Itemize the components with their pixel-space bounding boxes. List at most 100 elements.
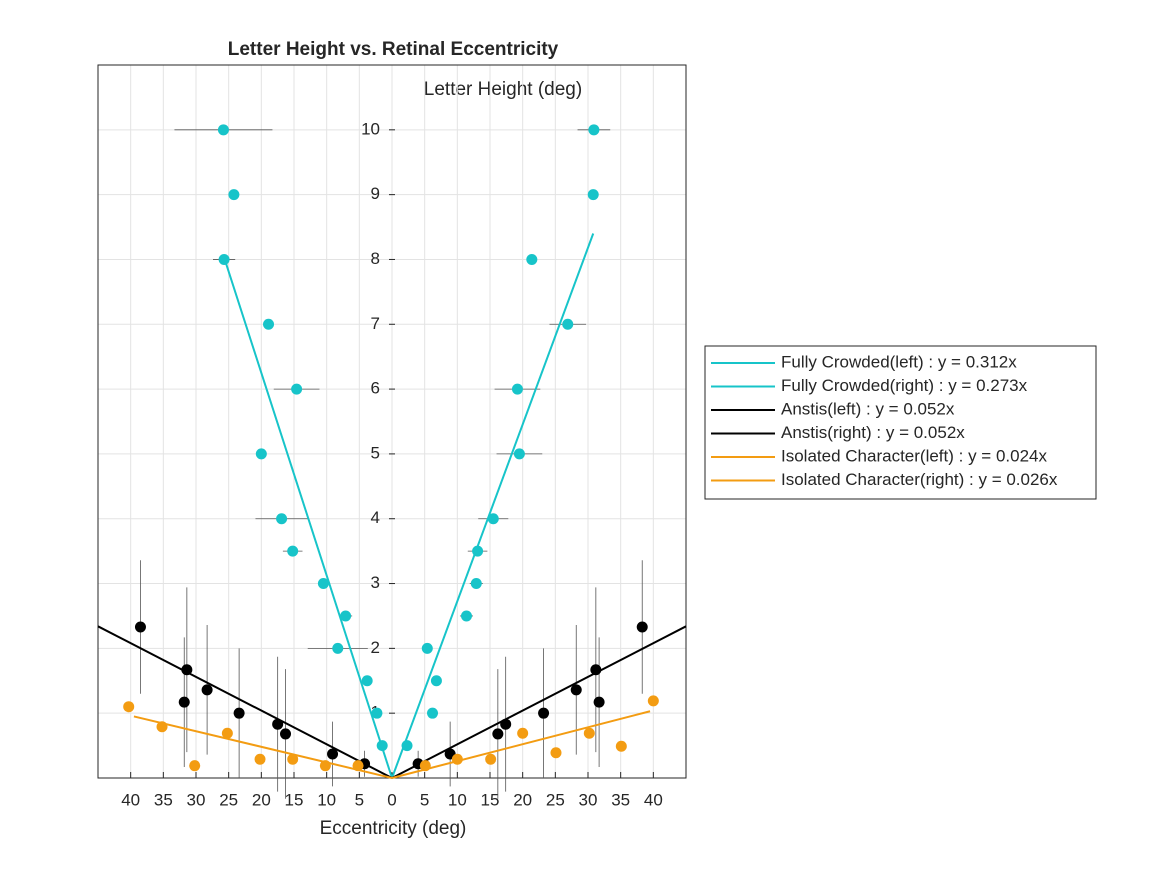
x-tick-label: 5	[420, 790, 429, 809]
data-point	[593, 696, 605, 708]
legend-label: Isolated Character(left) : y = 0.024x	[781, 446, 1047, 465]
data-point	[615, 740, 627, 752]
data-point	[217, 124, 229, 136]
data-point	[255, 448, 267, 460]
data-point	[526, 253, 538, 265]
fit-line	[391, 625, 687, 779]
data-point	[361, 675, 373, 687]
data-point	[233, 707, 245, 719]
data-point	[538, 707, 550, 719]
y-tick-label: 8	[371, 249, 380, 268]
data-point	[427, 707, 439, 719]
x-tick-label: 5	[355, 790, 364, 809]
data-point	[276, 513, 288, 525]
data-point	[485, 753, 497, 765]
x-tick-label: 30	[187, 790, 206, 809]
data-point	[228, 189, 240, 201]
data-point	[492, 728, 504, 740]
data-point	[451, 753, 463, 765]
data-point	[460, 610, 472, 622]
x-tick-label: 20	[252, 790, 271, 809]
x-tick-label: 40	[121, 790, 140, 809]
data-point	[123, 701, 135, 713]
y-tick-label: 5	[371, 443, 380, 462]
data-point	[513, 448, 525, 460]
data-point	[371, 707, 383, 719]
legend-label: Fully Crowded(left) : y = 0.312x	[781, 352, 1017, 371]
x-tick-label: 0	[387, 790, 396, 809]
x-tick-label: 20	[513, 790, 532, 809]
data-point	[430, 675, 442, 687]
y-tick-label: 7	[371, 314, 380, 333]
data-point	[500, 718, 512, 730]
fit-line	[391, 710, 651, 779]
data-point	[178, 696, 190, 708]
data-point	[352, 760, 364, 772]
data-point	[280, 728, 292, 740]
data-point	[511, 383, 523, 395]
data-point	[590, 664, 602, 676]
data-point	[134, 621, 146, 633]
data-point	[570, 684, 582, 696]
data-point	[470, 578, 482, 590]
y-tick-label: 2	[371, 638, 380, 657]
x-axis-label: Eccentricity (deg)	[320, 818, 467, 839]
data-point	[421, 642, 433, 654]
data-point	[340, 610, 352, 622]
x-tick-label: 35	[154, 790, 173, 809]
data-point	[562, 318, 574, 330]
legend-label: Anstis(right) : y = 0.052x	[781, 423, 965, 442]
x-tick-label: 15	[481, 790, 500, 809]
data-point	[583, 727, 595, 739]
data-point	[263, 318, 275, 330]
data-point	[156, 721, 168, 733]
data-point	[181, 664, 193, 676]
x-tick-label: 10	[448, 790, 467, 809]
fit-line	[97, 625, 393, 779]
x-tick-label: 15	[285, 790, 304, 809]
data-point	[254, 753, 266, 765]
y-tick-label: 10	[361, 119, 380, 138]
data-point	[636, 621, 648, 633]
legend-label: Fully Crowded(right) : y = 0.273x	[781, 376, 1028, 395]
data-point	[332, 642, 344, 654]
x-tick-label: 35	[611, 790, 630, 809]
data-point	[287, 753, 299, 765]
x-tick-label: 25	[546, 790, 565, 809]
data-point	[272, 718, 284, 730]
data-point	[588, 124, 600, 136]
data-point	[287, 545, 299, 557]
data-point	[327, 748, 339, 760]
data-point	[472, 545, 484, 557]
data-point	[376, 740, 388, 752]
y-tick-label: 9	[371, 184, 380, 203]
x-tick-label: 30	[579, 790, 598, 809]
data-point	[189, 760, 201, 772]
data-point	[401, 740, 413, 752]
data-point	[647, 695, 659, 707]
legend-label: Anstis(left) : y = 0.052x	[781, 399, 955, 418]
y-axis-label: Letter Height (deg)	[424, 79, 582, 100]
data-point	[550, 747, 562, 759]
y-tick-label: 3	[371, 573, 380, 592]
chart-title: Letter Height vs. Retinal Eccentricity	[228, 39, 559, 60]
data-point	[319, 760, 331, 772]
data-point	[291, 383, 303, 395]
data-point	[218, 253, 230, 265]
data-point	[419, 760, 431, 772]
data-point	[221, 727, 233, 739]
x-tick-label: 40	[644, 790, 663, 809]
y-tick-label: 4	[371, 508, 380, 527]
fit-line	[391, 233, 595, 779]
data-point	[201, 684, 213, 696]
data-point	[317, 578, 329, 590]
data-point	[517, 727, 529, 739]
x-tick-label: 25	[219, 790, 238, 809]
fit-line	[133, 715, 393, 779]
data-point	[487, 513, 499, 525]
fit-line	[223, 259, 393, 779]
data-point	[587, 189, 599, 201]
legend-box	[704, 345, 1097, 500]
